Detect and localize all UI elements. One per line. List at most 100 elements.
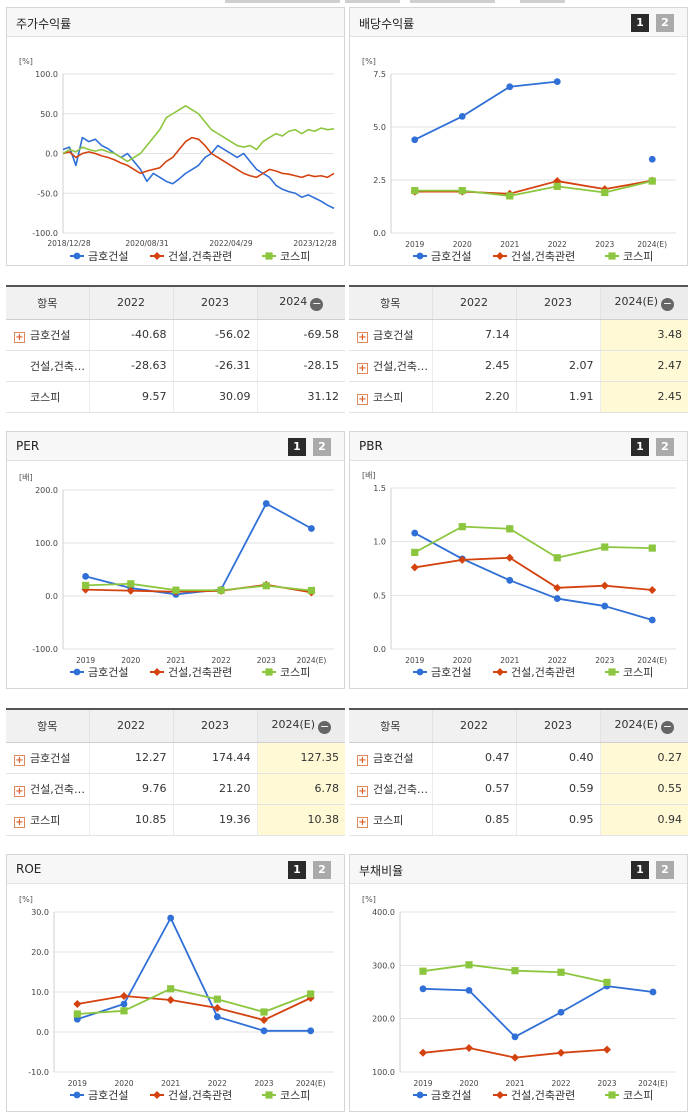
table-cell: 0.85 xyxy=(431,804,516,836)
y-tick-label: 20.0 xyxy=(31,948,49,957)
page-1-button[interactable]: 1 xyxy=(631,438,649,456)
page-2-button[interactable]: 2 xyxy=(656,14,674,32)
data-point xyxy=(557,968,565,976)
table-cell: 10.38 xyxy=(256,804,345,836)
legend-label: 금호건설 xyxy=(88,1089,128,1102)
data-point xyxy=(511,967,519,975)
page-1-button[interactable]: 1 xyxy=(631,861,649,879)
column-header: 2024(E) − xyxy=(599,709,688,743)
data-point xyxy=(458,113,466,120)
page-2-button[interactable]: 2 xyxy=(656,861,674,879)
x-tick-label: 2019 xyxy=(405,240,424,249)
data-point xyxy=(81,581,90,589)
data-point xyxy=(260,1008,268,1016)
series-line xyxy=(85,582,312,592)
page-2-button[interactable]: 2 xyxy=(656,438,674,456)
data-point xyxy=(557,1048,565,1057)
data-point xyxy=(648,544,656,552)
collapse-icon[interactable]: − xyxy=(661,296,675,311)
x-tick-label: 2022 xyxy=(548,656,567,665)
expand-icon[interactable]: + xyxy=(14,754,25,766)
roe-chart: [%] 30.0 20.0 10.0 0.0 -10.0 2019 2020 2021 2022 2… xyxy=(19,895,334,1102)
data-point xyxy=(465,961,473,969)
table-header-row: 항목 2022 2023 2024(E) − xyxy=(349,709,688,743)
data-point xyxy=(82,572,89,580)
expand-icon[interactable]: + xyxy=(357,393,368,405)
expand-icon[interactable]: + xyxy=(357,362,368,374)
legend-marker xyxy=(608,252,616,260)
panel-header: 주가수익률 xyxy=(7,8,344,37)
data-point xyxy=(603,1045,611,1054)
collapse-icon[interactable]: − xyxy=(318,719,332,734)
table-cell: -56.02 xyxy=(172,319,257,351)
table-row: +건설,건축…-28.63-26.31-28.15 xyxy=(6,350,345,382)
data-point xyxy=(553,554,561,562)
expand-icon[interactable]: + xyxy=(357,816,368,828)
table-cell: 174.44 xyxy=(172,742,257,774)
data-point xyxy=(410,563,419,572)
legend-label: 코스피 xyxy=(280,1089,310,1102)
row-label: + 금호건설 xyxy=(6,742,89,774)
column-header: 2023 xyxy=(172,286,257,320)
page-1-button[interactable]: 1 xyxy=(288,861,306,879)
legend-label: 코스피 xyxy=(623,250,653,263)
data-point xyxy=(600,581,609,590)
legend-marker xyxy=(153,252,161,260)
x-tick-label: 2023/12/28 xyxy=(293,239,336,248)
data-point xyxy=(553,583,562,592)
y-tick-label: 300.0 xyxy=(372,961,395,970)
page-1-button[interactable]: 1 xyxy=(631,14,649,32)
data-point xyxy=(120,992,128,1000)
column-header: 2022 xyxy=(88,286,173,320)
table-cell xyxy=(515,319,600,351)
unit-label: [%] xyxy=(19,57,33,66)
dividend-yield-chart: [%] 7.5 5.0 2.5 0.0 2019 2020 2021 2022 2023 2024(… xyxy=(362,57,676,263)
legend-label: 건설,건축관련 xyxy=(168,1089,232,1102)
legend-marker xyxy=(496,1091,504,1099)
x-tick-label: 2021 xyxy=(161,1079,180,1088)
data-point xyxy=(553,78,561,86)
collapse-icon[interactable]: − xyxy=(310,296,324,311)
pbr-chart: [배] 1.5 1.0 0.5 0.0 2019 2020 2021 2022 2023 2024(… xyxy=(362,471,676,679)
data-point xyxy=(465,987,473,994)
data-point xyxy=(553,595,561,602)
legend-marker xyxy=(265,1091,273,1099)
data-point xyxy=(411,136,419,144)
table-cell: 0.27 xyxy=(599,742,688,774)
x-tick-label: 2020 xyxy=(114,1079,133,1088)
legend-marker xyxy=(496,668,504,676)
legend-marker xyxy=(265,252,273,260)
page-2-button[interactable]: 2 xyxy=(313,438,331,456)
y-tick-label: 1.0 xyxy=(373,538,386,547)
y-tick-label: 100.0 xyxy=(35,539,58,548)
table-cell: 127.35 xyxy=(256,742,345,774)
expand-icon[interactable]: + xyxy=(14,331,25,343)
expand-icon[interactable]: + xyxy=(357,754,368,766)
series-line xyxy=(62,136,335,179)
legend-marker xyxy=(73,668,81,676)
table-cell: 2.47 xyxy=(599,350,688,382)
data-point xyxy=(260,1027,268,1035)
panel-header: 부채비율 1 2 xyxy=(350,855,687,884)
data-point xyxy=(511,1053,519,1062)
collapse-icon[interactable]: − xyxy=(661,719,675,734)
page-2-button[interactable]: 2 xyxy=(313,861,331,879)
legend-label: 금호건설 xyxy=(88,250,128,263)
expand-icon[interactable]: + xyxy=(357,785,368,797)
table-cell: -26.31 xyxy=(172,350,257,382)
expand-icon[interactable]: + xyxy=(14,816,25,828)
table-cell: 12.27 xyxy=(88,742,173,774)
table-cell: 9.57 xyxy=(88,381,173,413)
y-tick-label: 100.0 xyxy=(372,1068,395,1077)
pbr-table: 항목 2022 2023 2024(E) − + 금호건설 0.47 0.40 0.27 + 건설,건… xyxy=(349,708,688,836)
table-cell: 0.47 xyxy=(431,742,516,774)
data-point xyxy=(120,1007,128,1015)
row-label: +건설,건축… xyxy=(6,773,89,805)
y-tick-label: -100.0 xyxy=(32,645,58,654)
legend-label: 금호건설 xyxy=(431,250,471,263)
expand-icon[interactable]: + xyxy=(14,785,25,797)
expand-icon[interactable]: + xyxy=(357,331,368,343)
page-1-button[interactable]: 1 xyxy=(288,438,306,456)
table-cell: 0.94 xyxy=(599,804,688,836)
data-point xyxy=(506,576,514,584)
